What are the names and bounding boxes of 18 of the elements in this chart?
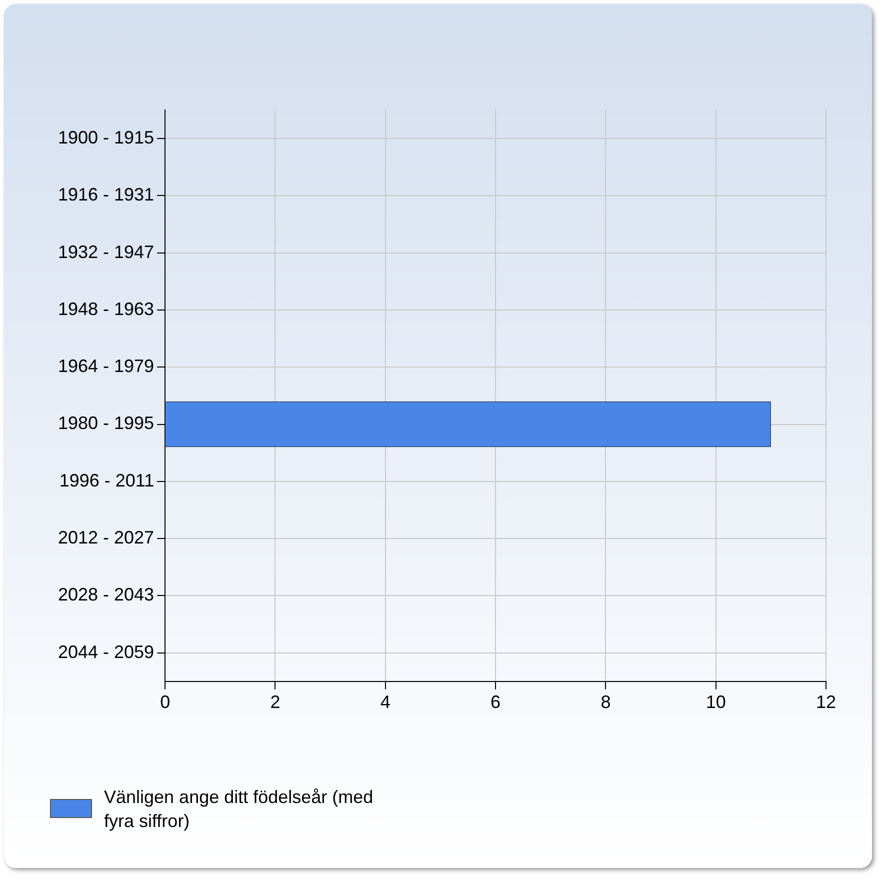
y-tick-label: 1948 - 1963 bbox=[58, 298, 154, 319]
y-tick-label: 1916 - 1931 bbox=[58, 184, 154, 205]
text: Vänligen ange ditt födelseår (med fyra siffror) bbox=[104, 786, 374, 833]
y-tick-label: 1964 - 1979 bbox=[58, 356, 154, 376]
x-tick-label: 12 bbox=[816, 692, 836, 712]
x-tick-label: 4 bbox=[380, 692, 390, 712]
y-tick-label: 1980 - 1995 bbox=[58, 413, 154, 434]
x-tick-label: 6 bbox=[490, 692, 501, 712]
x-tick-label: 8 bbox=[600, 692, 611, 712]
x-tick-label: 0 bbox=[160, 692, 170, 712]
y-tick-label: 2012 - 2027 bbox=[58, 528, 154, 548]
x-tick-label: 2 bbox=[270, 692, 280, 712]
y-tick-label: 1996 - 2011 bbox=[59, 470, 154, 490]
y-tick-label: 2044 - 2059 bbox=[58, 642, 154, 662]
y-tick-label: 1932 - 1947 bbox=[58, 242, 154, 262]
x-tick-label: 10 bbox=[706, 692, 726, 712]
y-tick-label: 1900 - 1915 bbox=[58, 128, 154, 148]
y-tick-label: 2028 - 2043 bbox=[58, 584, 154, 605]
